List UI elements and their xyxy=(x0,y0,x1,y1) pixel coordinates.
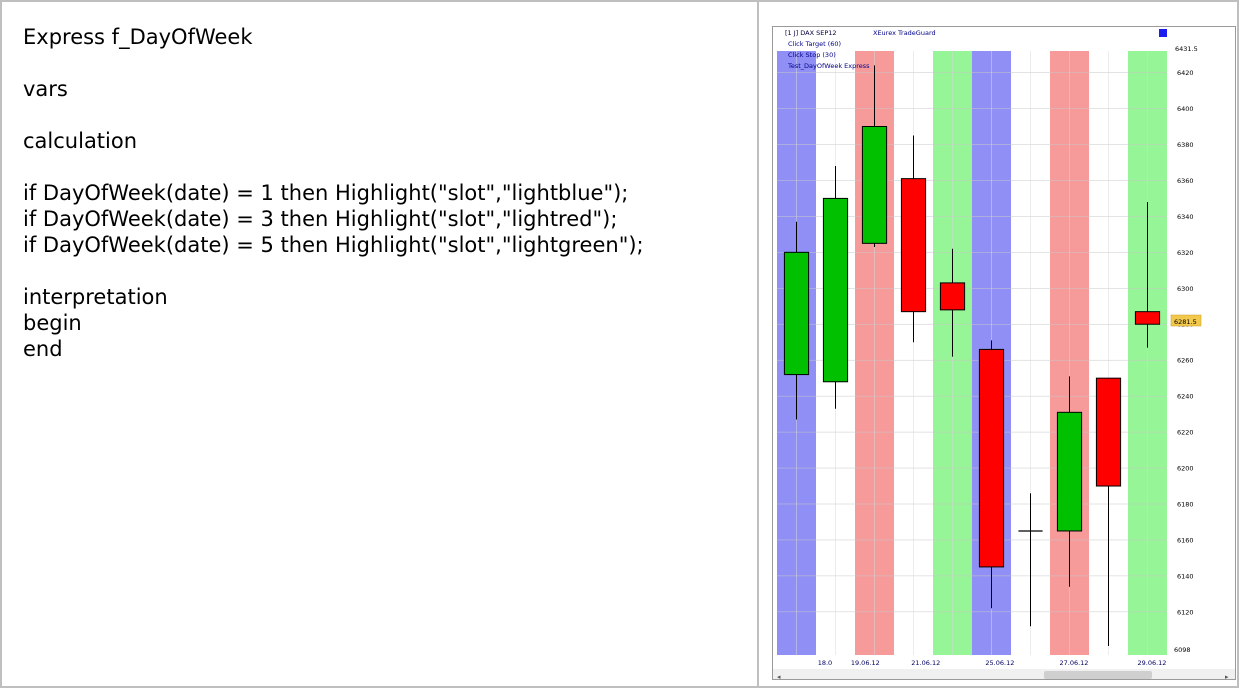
click-target-label: Click Target (60) xyxy=(788,40,841,48)
code-line: Express f_DayOfWeek xyxy=(23,24,743,50)
x-tick-label: 29.06.12 xyxy=(1138,659,1167,667)
strategy-label: Test_DayOfWeek Express xyxy=(787,62,870,70)
x-tick-label: 18.0 xyxy=(818,659,832,667)
code-line: if DayOfWeek(date) = 3 then Highlight("s… xyxy=(23,206,743,232)
candle-body xyxy=(784,252,808,374)
code-listing: Express f_DayOfWeek vars calculation if … xyxy=(23,24,743,362)
candle-body xyxy=(1135,312,1159,325)
chart-broker-label: XEurex TradeGuard xyxy=(873,29,936,37)
y-tick-label: 6240 xyxy=(1177,393,1194,401)
horizontal-scrollbar[interactable] xyxy=(773,669,1236,680)
candle-body xyxy=(979,349,1003,567)
y-tick-label: 6320 xyxy=(1177,249,1194,257)
candle-body xyxy=(1096,378,1120,486)
x-tick-label: 21.06.12 xyxy=(911,659,940,667)
y-tick-label: 6360 xyxy=(1177,177,1194,185)
y-tick-label: 6140 xyxy=(1177,572,1194,580)
code-line: end xyxy=(23,336,743,362)
candle-body xyxy=(940,283,964,310)
top-price-label: 6431.5 xyxy=(1175,45,1198,53)
code-line: begin xyxy=(23,310,743,336)
code-line: vars xyxy=(23,76,743,102)
code-line: interpretation xyxy=(23,284,743,310)
column-divider xyxy=(757,0,759,688)
y-tick-label: 6260 xyxy=(1177,357,1194,365)
candle-body xyxy=(823,198,847,381)
code-line: calculation xyxy=(23,128,743,154)
y-tick-label: 6380 xyxy=(1177,141,1194,149)
y-tick-label: 6300 xyxy=(1177,285,1194,293)
chart-corner-marker[interactable] xyxy=(1159,29,1167,37)
y-tick-label: 6200 xyxy=(1177,465,1194,473)
y-tick-label: 6400 xyxy=(1177,105,1194,113)
last-price-label: 6281.5 xyxy=(1174,318,1197,326)
candle-body xyxy=(1057,412,1081,531)
code-line: if DayOfWeek(date) = 1 then Highlight("s… xyxy=(23,180,743,206)
x-tick-label: 27.06.12 xyxy=(1060,659,1089,667)
code-line xyxy=(23,102,743,128)
scrollbar-thumb[interactable] xyxy=(1044,671,1152,679)
code-line xyxy=(23,50,743,76)
candle-body xyxy=(901,179,925,312)
y-tick-label: 6180 xyxy=(1177,501,1194,509)
x-tick-label: 25.06.12 xyxy=(985,659,1014,667)
x-tick-label: 19.06.12 xyxy=(851,659,880,667)
chart-instrument-label: [1 J] DAX SEP12 xyxy=(785,29,837,37)
y-tick-label: 6160 xyxy=(1177,536,1194,544)
scroll-left-arrow-icon[interactable]: ◂ xyxy=(777,673,781,680)
y-tick-label: 6120 xyxy=(1177,608,1194,616)
y-tick-label: 6340 xyxy=(1177,213,1194,221)
chart-window[interactable]: 6420640063806360634063206300628062606240… xyxy=(772,26,1236,680)
code-line: if DayOfWeek(date) = 5 then Highlight("s… xyxy=(23,232,743,258)
candlestick-chart[interactable]: 6420640063806360634063206300628062606240… xyxy=(773,27,1236,680)
bottom-price-label: 6098 xyxy=(1174,646,1191,654)
click-stop-label: Click Stop (30) xyxy=(788,51,836,59)
code-line xyxy=(23,258,743,284)
candle-body xyxy=(862,127,886,244)
scroll-right-arrow-icon[interactable]: ▸ xyxy=(1225,673,1229,680)
code-line xyxy=(23,154,743,180)
y-tick-label: 6220 xyxy=(1177,429,1194,437)
y-tick-label: 6420 xyxy=(1177,69,1194,77)
